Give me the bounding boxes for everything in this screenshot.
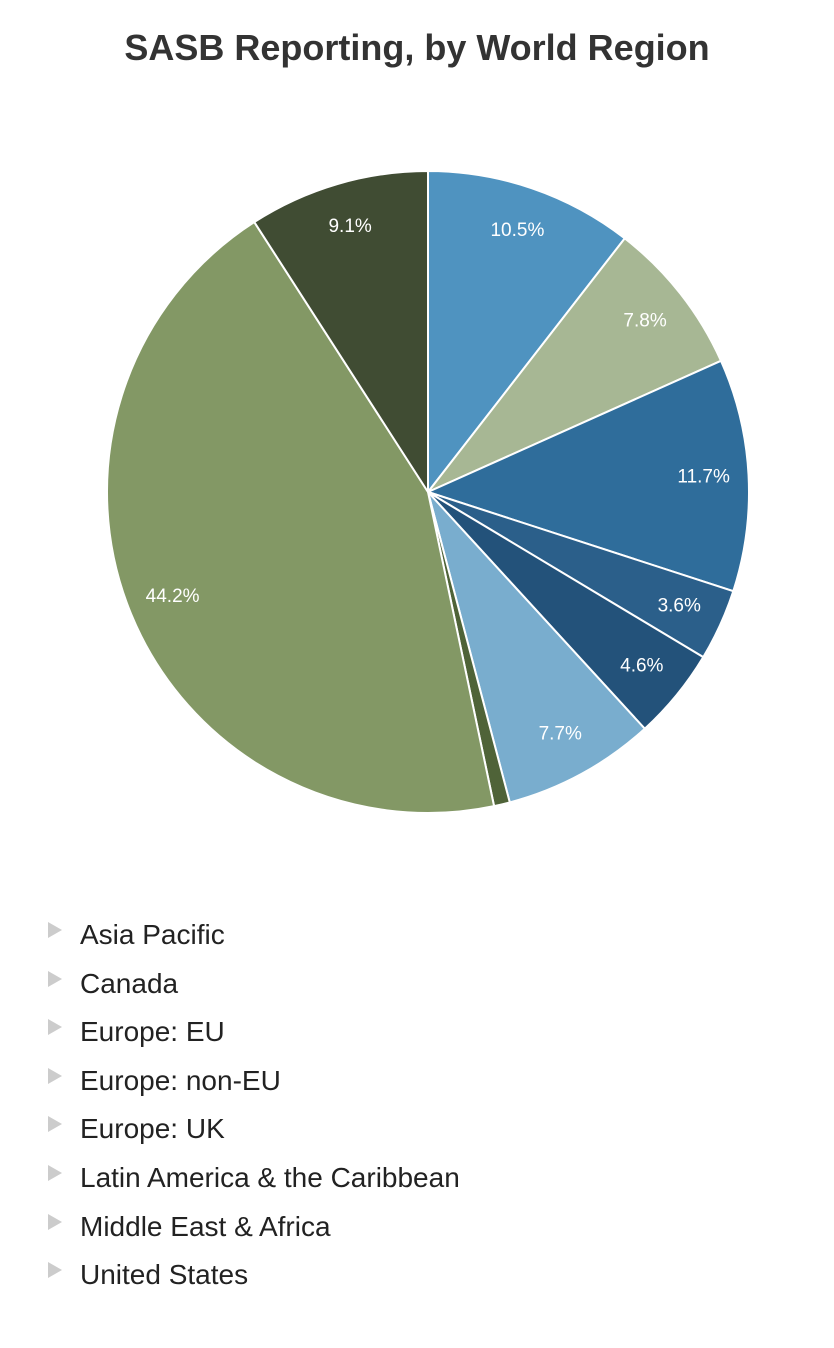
legend-label: Europe: EU [80,1016,225,1048]
legend-label: Europe: non-EU [80,1064,281,1096]
legend-bullet [48,1019,62,1036]
legend-label: Canada [80,967,179,999]
legend-label: Asia Pacific [80,919,225,950]
legend-item[interactable]: Canada [44,961,460,1010]
legend-item[interactable]: Europe: UK [44,1106,460,1155]
legend-item[interactable]: Europe: EU [44,1009,460,1058]
slice-label: 10.5% [490,220,544,241]
pie-slice [106,220,496,814]
pie-slice [427,236,723,493]
slice-label: 11.7% [677,466,730,487]
legend-bullet [48,1116,62,1133]
legend-bullet [48,970,62,987]
legend: Asia Pacific Canada Europe: EU Europe: non-… [44,912,460,1301]
legend-bullet [48,1164,62,1181]
legend-item[interactable]: United States [44,1252,460,1301]
pie-slice [427,491,647,804]
pie-slice [427,169,627,495]
slice-label: 3.6% [658,595,701,616]
legend-label: Latin America & the Caribbean [80,1161,460,1193]
legend-label: Middle East & Africa [80,1210,331,1242]
chart-title: SASB Reporting, by World Region [124,27,709,68]
legend-bullet [48,1213,62,1230]
legend-item[interactable]: Middle East & Africa [44,1204,460,1253]
chart: SASB Reporting, by World Region 10.5% 7.8… [106,27,750,814]
pie-slice [252,169,429,496]
pie-slice [425,359,750,593]
legend-label: United States [80,1259,249,1291]
legend-item[interactable]: Latin America & the Caribbean [44,1155,460,1204]
slice-label: 7.8% [623,310,666,331]
legend-bullet [48,1067,62,1084]
slice-label: 4.6% [620,656,663,677]
slice-label: 44.2% [146,586,200,607]
legend-bullet [48,1262,62,1279]
legend-item[interactable]: Asia Pacific [44,912,460,961]
legend-bullet [48,922,62,938]
legend-label: Europe: UK [80,1113,225,1145]
slice-label: 7.7% [539,723,582,744]
slice-label: 9.1% [328,216,371,237]
legend-item[interactable]: Europe: non-EU [44,1058,460,1107]
